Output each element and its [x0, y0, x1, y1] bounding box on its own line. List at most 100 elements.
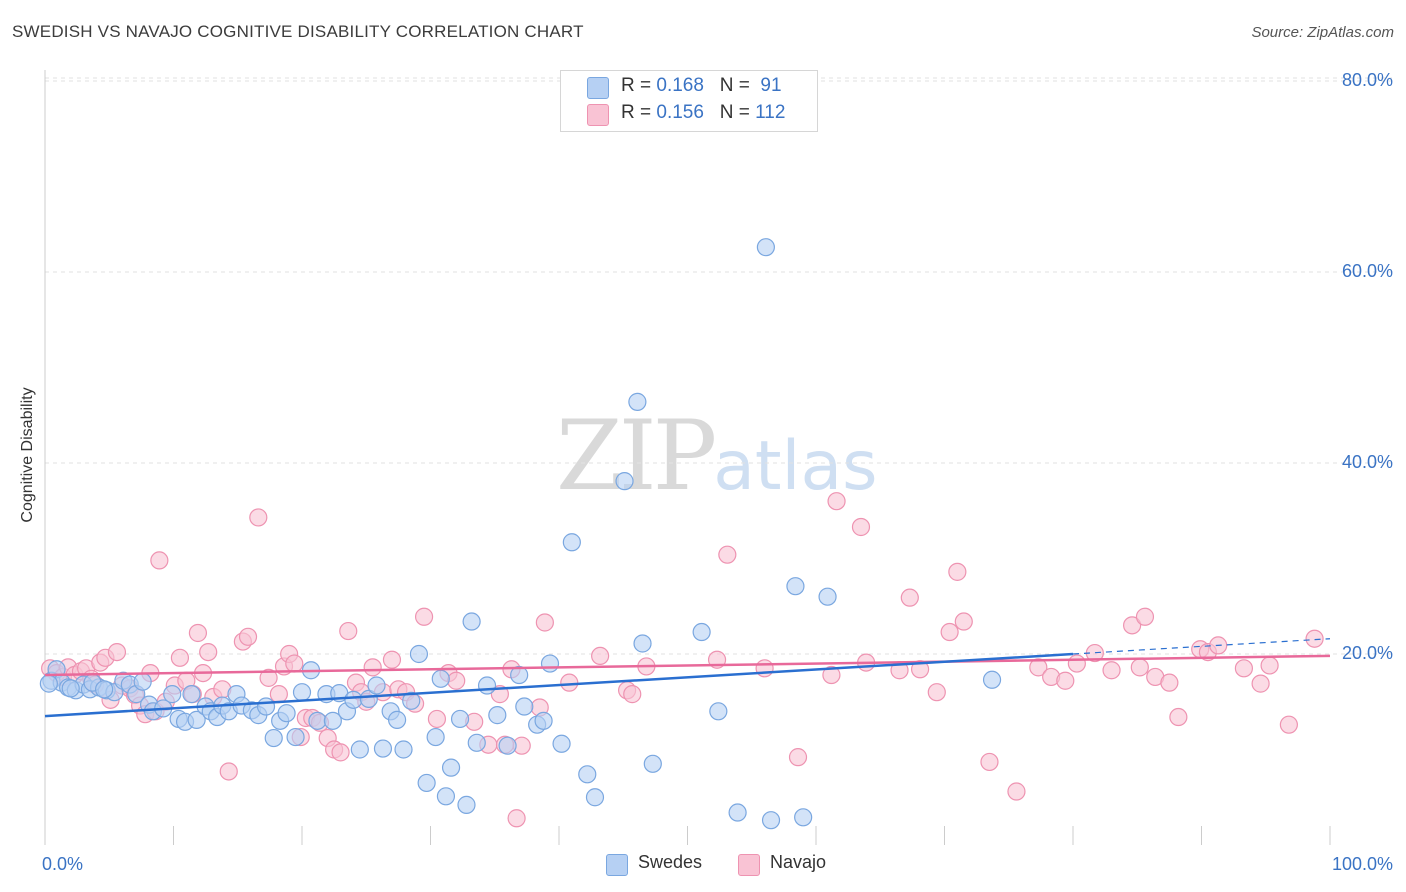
swedes-point [277, 704, 296, 723]
swedes-point [394, 740, 413, 759]
swedes-point [286, 727, 305, 747]
navajo-point [1305, 629, 1324, 648]
navajo-point [507, 809, 526, 828]
navajo-point [1260, 656, 1279, 675]
swedes-point [628, 392, 647, 411]
swedes-point [387, 710, 407, 729]
navajo-point [269, 685, 288, 704]
swedes-point [552, 734, 571, 753]
swedes-trend-extension [1072, 638, 1331, 655]
navajo-point [447, 671, 466, 690]
swedes-point [409, 644, 429, 664]
navajo-point [339, 621, 358, 641]
navajo-trend-line [44, 654, 1331, 677]
swedes-point [264, 728, 283, 748]
swedes-point [457, 795, 476, 814]
navajo-point [427, 709, 447, 729]
swedes-point [562, 533, 581, 552]
navajo-point [980, 752, 999, 772]
navajo-point [1007, 782, 1026, 801]
swedes-point [728, 803, 747, 822]
swedes-point [467, 733, 486, 752]
swedes-point [367, 676, 386, 695]
swedes-point [344, 690, 363, 709]
swedes-point [350, 740, 369, 759]
navajo-point [1130, 658, 1149, 677]
swedes-point [292, 683, 312, 702]
swedes-point [578, 765, 597, 784]
x-tick-label: 100.0% [1332, 854, 1393, 874]
swedes-point [794, 808, 813, 827]
navajo-point [1102, 661, 1121, 680]
swedes-point [786, 577, 805, 596]
n-label: N = [719, 75, 756, 96]
navajo-point [1029, 658, 1048, 677]
navajo-point [382, 650, 402, 669]
swedes-point [95, 680, 114, 699]
navajo-point [591, 646, 610, 666]
legend-label-swedes: Swedes [638, 852, 703, 872]
navajo-point [1234, 659, 1254, 678]
navajo-point [927, 683, 946, 702]
navajo-point [827, 492, 846, 511]
swedes-point [756, 238, 775, 257]
swedes-point [477, 676, 497, 695]
r-value-swedes: 0.168 [656, 75, 704, 96]
axes [44, 70, 1331, 845]
watermark-zip: ZIP [556, 400, 717, 512]
navajo-point [199, 642, 218, 662]
navajo-point [170, 648, 190, 667]
navajo-point [1123, 616, 1142, 635]
swedes-point [441, 758, 461, 777]
swedes-point [373, 739, 393, 758]
swedes-point [709, 702, 728, 721]
navajo-point [948, 562, 967, 581]
r-label: R = [621, 75, 657, 96]
swedes-point [585, 788, 605, 807]
navajo-point [788, 748, 808, 767]
swedes-point [488, 706, 507, 725]
navajo-point [150, 551, 169, 570]
n-value-navajo: 112 [755, 102, 786, 123]
navajo-point [1279, 715, 1298, 734]
swedes-point [61, 679, 80, 698]
tick-labels: 20.0% 40.0% 60.0% 80.0% 0.0% 100.0% [42, 70, 1393, 874]
navajo-point [285, 654, 304, 673]
navajo-point [1056, 671, 1075, 690]
legend-label-navajo: Navajo [770, 852, 827, 872]
navajo-point [1135, 607, 1155, 626]
swedes-point [359, 689, 378, 708]
source-note: Source: ZipAtlas.com [1251, 24, 1394, 41]
y-tick-label: 20.0% [1342, 643, 1393, 663]
navajo-point [1169, 707, 1188, 727]
swedes-trend-line [44, 652, 1074, 718]
navajo-point [1160, 673, 1179, 692]
swedes-point [187, 710, 206, 729]
x-tick-label: 0.0% [42, 854, 83, 874]
navajo-point [1251, 674, 1270, 693]
swedes-point [761, 811, 781, 830]
navajo-point [560, 673, 579, 692]
swedes-point [450, 709, 470, 729]
navajo-point [219, 762, 238, 781]
y-tick-label: 80.0% [1342, 70, 1393, 90]
navajo-point [900, 588, 919, 607]
swedes-point [256, 697, 276, 716]
swedes-point [498, 736, 517, 755]
navajo-point [249, 508, 268, 527]
legend-text-navajo: R = 0.156 N = 112 [621, 102, 785, 124]
swedes-point [692, 622, 711, 642]
navajo-point [1067, 654, 1086, 673]
swedes-point [982, 670, 1002, 689]
swedes-point [436, 787, 456, 806]
swedes-point [540, 654, 560, 673]
swedes-point [633, 634, 652, 653]
navajo-swatch [587, 104, 609, 126]
swedes-point [308, 711, 327, 730]
navajo-point [107, 642, 127, 662]
navajo-point [535, 613, 554, 632]
series-legend: Swedes Navajo [0, 852, 1406, 878]
navajo-point [822, 665, 841, 685]
navajo-point [954, 612, 973, 631]
